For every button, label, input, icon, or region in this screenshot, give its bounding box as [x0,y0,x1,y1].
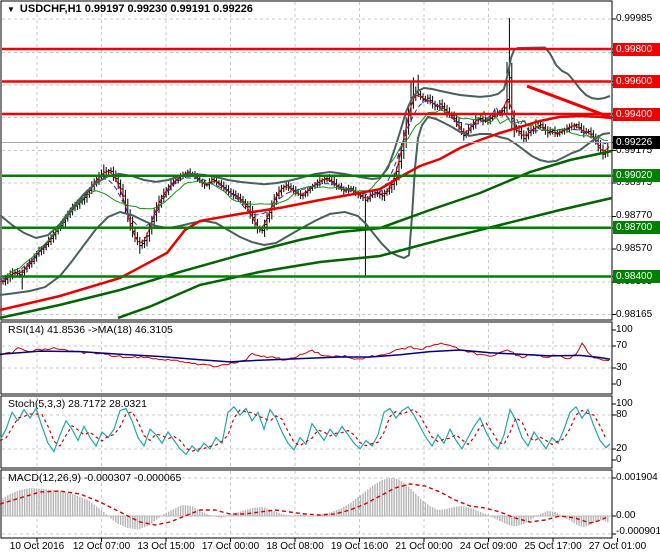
rsi-ma-line [0,349,611,363]
macd-panel [0,469,613,539]
ma-green-fast-line [0,149,613,320]
macd-signal-line [0,483,608,526]
symbol-dropdown-icon[interactable]: ▼ [7,5,15,14]
trendline[interactable] [526,84,612,119]
ma-fast-green-line [0,109,609,278]
ma-green-slow-line [117,196,613,320]
stochastic-main-line [0,405,611,456]
main-chart-panel [0,0,613,321]
bollinger-lower-band [0,115,611,296]
stochastic-signal-line [0,408,607,452]
